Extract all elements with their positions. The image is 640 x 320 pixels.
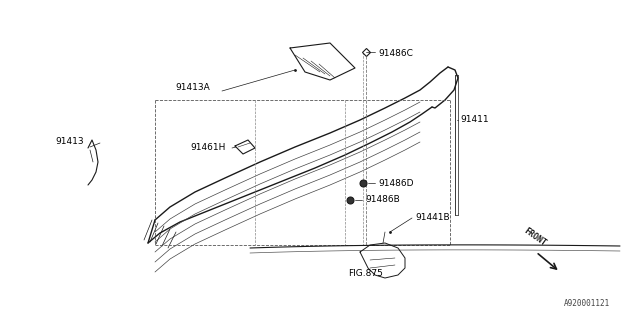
- Text: 91486B: 91486B: [365, 196, 400, 204]
- Text: FIG.875: FIG.875: [348, 268, 383, 277]
- Text: FRONT: FRONT: [522, 226, 548, 248]
- Text: 91461H: 91461H: [190, 143, 225, 153]
- Text: A920001121: A920001121: [564, 299, 610, 308]
- Text: 91486C: 91486C: [378, 49, 413, 58]
- Text: 91411: 91411: [460, 116, 488, 124]
- Text: 91441B: 91441B: [415, 213, 450, 222]
- Text: 91486D: 91486D: [378, 179, 413, 188]
- Text: 91413A: 91413A: [175, 83, 210, 92]
- Text: 91413: 91413: [55, 138, 84, 147]
